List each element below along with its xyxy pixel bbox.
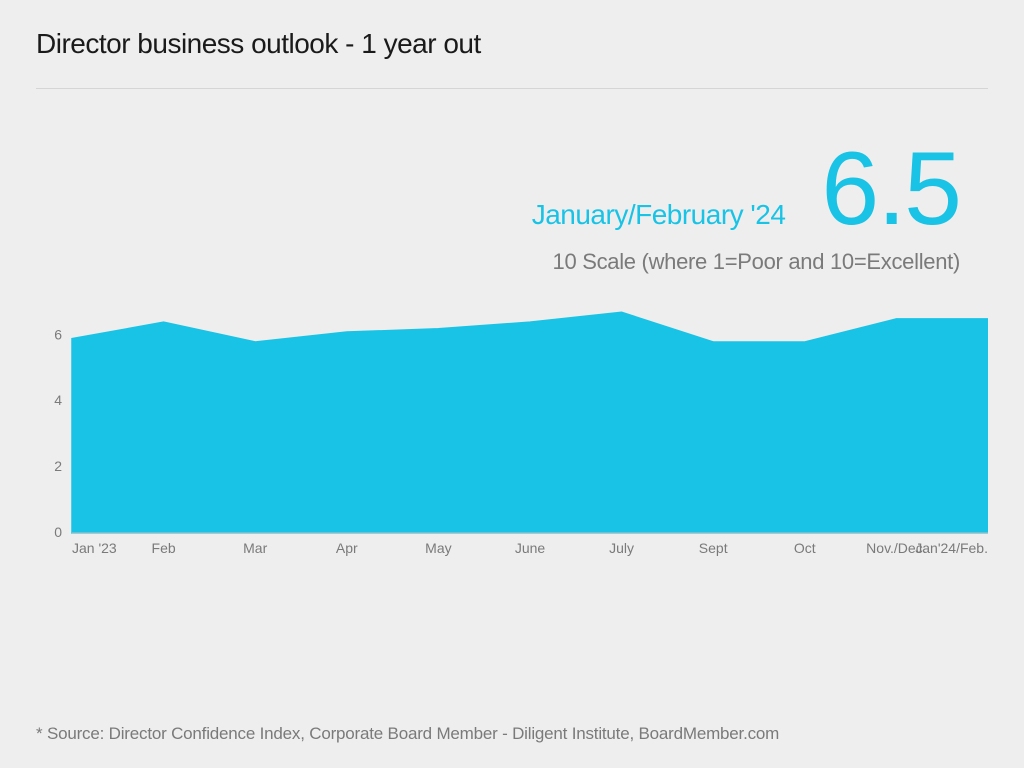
y-tick-label: 4: [54, 392, 62, 408]
x-tick-label: June: [515, 540, 546, 556]
divider: [36, 88, 988, 89]
area-chart-svg: 0246Jan '23FebMarAprMayJuneJulySeptOctNo…: [36, 303, 988, 563]
y-tick-label: 0: [54, 524, 62, 540]
headline-subtitle: 10 Scale (where 1=Poor and 10=Excellent): [36, 249, 960, 275]
source-footnote: * Source: Director Confidence Index, Cor…: [36, 724, 779, 744]
headline-row: January/February '24 6.5: [36, 137, 960, 241]
headline-block: January/February '24 6.5 10 Scale (where…: [36, 137, 988, 275]
area-series: [72, 312, 988, 533]
x-tick-label: Feb: [152, 540, 176, 556]
x-tick-label: Apr: [336, 540, 358, 556]
outlook-chart: 0246Jan '23FebMarAprMayJuneJulySeptOctNo…: [36, 303, 988, 563]
x-tick-label: Mar: [243, 540, 267, 556]
y-tick-label: 2: [54, 458, 62, 474]
x-tick-label: Jan'24/Feb.: [915, 540, 988, 556]
headline-value: 6.5: [821, 137, 960, 241]
headline-period: January/February '24: [532, 199, 786, 231]
x-tick-label: Jan '23: [72, 540, 117, 556]
x-tick-label: May: [425, 540, 451, 556]
x-tick-label: July: [609, 540, 634, 556]
y-tick-label: 6: [54, 326, 62, 342]
x-tick-label: Sept: [699, 540, 728, 556]
x-tick-label: Oct: [794, 540, 816, 556]
page-title: Director business outlook - 1 year out: [36, 28, 988, 60]
